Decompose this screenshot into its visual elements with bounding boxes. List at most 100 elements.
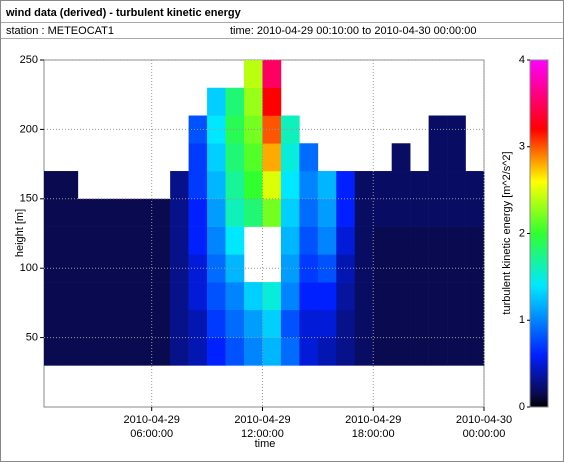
heat-cell bbox=[114, 226, 134, 255]
heat-cell bbox=[280, 171, 300, 200]
heat-cell bbox=[317, 309, 337, 338]
heat-cell bbox=[59, 337, 79, 366]
heat-cell bbox=[465, 282, 485, 311]
colorbar-label: turbulent kinetic energy [m^2/s^2] bbox=[501, 151, 513, 314]
heat-cell bbox=[354, 226, 374, 255]
heat-cell bbox=[225, 337, 245, 366]
heat-cell bbox=[262, 115, 282, 144]
heat-cell bbox=[373, 337, 392, 366]
heat-cell bbox=[391, 171, 411, 200]
heat-cell bbox=[225, 309, 245, 338]
period: time: 2010-04-29 00:10:00 to 2010-04-30 … bbox=[230, 25, 476, 37]
heat-cell bbox=[317, 171, 337, 200]
heat-cell bbox=[225, 115, 245, 144]
heat-cell bbox=[262, 143, 282, 172]
colorbar-tick-label: 1 bbox=[519, 314, 525, 326]
heat-cell bbox=[465, 337, 485, 366]
heat-cell bbox=[170, 282, 189, 311]
heat-cell bbox=[354, 282, 374, 311]
heat-cell bbox=[280, 226, 300, 255]
heat-cell bbox=[428, 337, 448, 366]
heat-cell bbox=[77, 309, 97, 338]
heat-cell bbox=[262, 198, 282, 227]
heat-cell bbox=[133, 254, 152, 283]
heat-cell bbox=[373, 254, 392, 283]
heat-cell bbox=[391, 337, 411, 366]
heat-cell bbox=[373, 309, 392, 338]
heat-cell bbox=[373, 171, 392, 200]
heat-cell bbox=[170, 309, 189, 338]
heat-cell bbox=[151, 282, 171, 311]
heat-cell bbox=[243, 337, 263, 366]
heat-cell bbox=[465, 309, 485, 338]
heat-cell bbox=[336, 309, 356, 338]
heat-cell bbox=[151, 309, 171, 338]
heat-cell bbox=[243, 282, 263, 311]
heat-cell bbox=[44, 198, 60, 227]
heat-cell bbox=[225, 226, 245, 255]
colorbar-tick-label: 3 bbox=[519, 141, 525, 153]
colorbar bbox=[529, 59, 549, 408]
heat-cell bbox=[225, 87, 245, 116]
station: station : METEOCAT1 bbox=[6, 25, 114, 37]
heat-cell bbox=[188, 171, 208, 200]
heat-cell bbox=[133, 226, 152, 255]
heat-cell bbox=[59, 226, 79, 255]
heat-cell bbox=[354, 309, 374, 338]
colorbar-tick-label: 0 bbox=[519, 401, 525, 413]
heat-cell bbox=[262, 60, 282, 89]
heat-cell bbox=[207, 143, 226, 172]
heat-cell bbox=[317, 282, 337, 311]
heat-cell bbox=[59, 171, 79, 200]
heat-cell bbox=[336, 337, 356, 366]
heat-cell bbox=[207, 226, 226, 255]
heat-cell bbox=[465, 171, 485, 200]
heat-cell bbox=[207, 198, 226, 227]
y-tick-label: 250 bbox=[20, 54, 38, 66]
heat-cell bbox=[243, 87, 263, 116]
heat-cell bbox=[447, 254, 466, 283]
heat-cell bbox=[428, 226, 448, 255]
heat-cell bbox=[133, 282, 152, 311]
heat-cell bbox=[447, 226, 466, 255]
heat-cell bbox=[447, 115, 466, 144]
heat-cell bbox=[207, 87, 226, 116]
heat-cell bbox=[207, 254, 226, 283]
heat-cell bbox=[354, 337, 374, 366]
heat-cell bbox=[59, 198, 79, 227]
heat-cell bbox=[243, 115, 263, 144]
heat-cell bbox=[465, 198, 485, 227]
heat-cell bbox=[391, 282, 411, 311]
heat-cell bbox=[170, 226, 189, 255]
heat-cell bbox=[114, 254, 134, 283]
heat-cell bbox=[170, 337, 189, 366]
y-tick-label: 200 bbox=[20, 123, 38, 135]
y-tick-label: 150 bbox=[20, 193, 38, 205]
heat-cell bbox=[188, 309, 208, 338]
heat-cell bbox=[391, 226, 411, 255]
heat-cell bbox=[410, 282, 429, 311]
heat-cell bbox=[243, 309, 263, 338]
heat-cell bbox=[299, 171, 319, 200]
x-tick-label: 2010-04-29 06:00:00 bbox=[123, 414, 180, 440]
heat-cell bbox=[336, 254, 356, 283]
heat-cell bbox=[299, 337, 319, 366]
heat-cell bbox=[225, 171, 245, 200]
heat-cell bbox=[299, 143, 319, 172]
heat-cell bbox=[428, 198, 448, 227]
heat-cell bbox=[373, 226, 392, 255]
heat-cell bbox=[410, 309, 429, 338]
heat-cell bbox=[44, 171, 60, 200]
heat-cell bbox=[465, 254, 485, 283]
heat-cell bbox=[133, 309, 152, 338]
heat-cell bbox=[188, 143, 208, 172]
heat-cell bbox=[243, 171, 263, 200]
heat-cell bbox=[317, 198, 337, 227]
heat-cell bbox=[243, 198, 263, 227]
heat-cell bbox=[317, 254, 337, 283]
heat-cell bbox=[44, 309, 60, 338]
heat-cell bbox=[428, 282, 448, 311]
heat-cell bbox=[299, 198, 319, 227]
